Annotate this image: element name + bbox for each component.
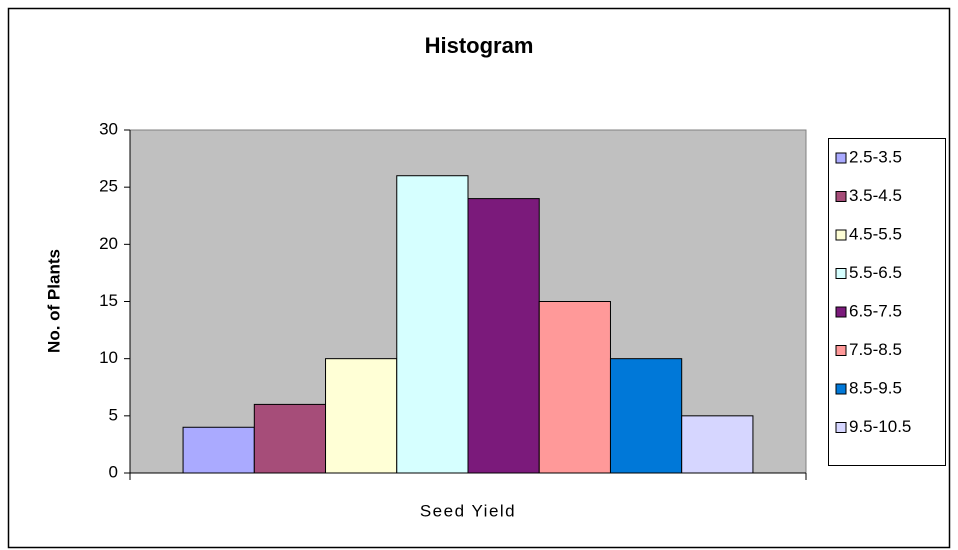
legend-swatch [835, 152, 847, 164]
bar [681, 415, 754, 474]
legend-swatch [835, 422, 847, 433]
y-tick-label: 20 [99, 234, 118, 253]
bar [467, 198, 540, 474]
legend-swatch [835, 345, 847, 356]
y-axis-label: No. of Plants [44, 249, 63, 353]
legend-label: 7.5-8.5 [849, 340, 902, 359]
legend-label: 5.5-6.5 [849, 263, 902, 282]
y-tick-label: 25 [99, 177, 118, 196]
legend-swatch [835, 383, 847, 395]
bar [182, 426, 255, 474]
legend-label: 3.5-4.5 [849, 186, 902, 205]
bar [538, 301, 611, 474]
bar [253, 403, 327, 474]
y-tick-label: 10 [99, 348, 118, 367]
legend-swatch [835, 268, 847, 279]
legend-swatch [835, 191, 847, 202]
y-tick-label: 0 [109, 462, 118, 481]
bar [609, 358, 683, 474]
x-axis-label: Seed Yield [420, 501, 516, 520]
y-tick-label: 15 [99, 291, 118, 310]
chart-title: Histogram [425, 33, 534, 58]
legend-label: 6.5-7.5 [849, 301, 902, 320]
y-tick-label: 30 [99, 119, 118, 138]
bar [325, 358, 398, 474]
y-tick-label: 5 [109, 405, 118, 424]
legend-label: 9.5-10.5 [849, 417, 911, 436]
legend-label: 4.5-5.5 [849, 224, 902, 243]
legend-label: 8.5-9.5 [849, 378, 902, 397]
legend-swatch [835, 229, 847, 241]
legend-box [828, 138, 946, 466]
legend-swatch [835, 306, 847, 318]
legend-label: 2.5-3.5 [849, 147, 902, 166]
bar [396, 175, 469, 474]
